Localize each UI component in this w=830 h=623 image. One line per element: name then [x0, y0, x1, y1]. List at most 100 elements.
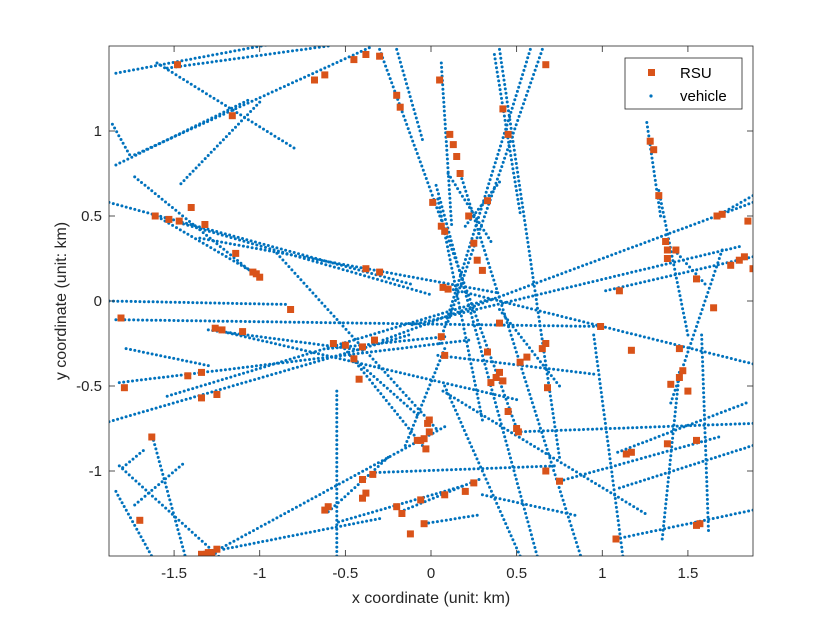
vehicle-point [542, 506, 546, 510]
vehicle-point [697, 221, 701, 224]
vehicle-point [275, 361, 279, 365]
vehicle-point [117, 464, 121, 468]
vehicle-point [676, 524, 680, 528]
vehicle-point [612, 483, 615, 487]
vehicle-point [376, 388, 380, 392]
vehicle-point [634, 333, 638, 337]
vehicle-point [694, 255, 698, 259]
vehicle-point [224, 543, 228, 547]
vehicle-point [497, 394, 501, 398]
vehicle-point [511, 325, 515, 329]
vehicle-point [162, 375, 165, 379]
vehicle-point [225, 234, 229, 238]
vehicle-point [707, 529, 710, 532]
rsu-point [239, 328, 247, 336]
vehicle-point [304, 349, 308, 353]
vehicle-point [572, 267, 576, 271]
vehicle-point [501, 69, 505, 73]
vehicle-point [523, 98, 527, 102]
vehicle-point [513, 180, 517, 184]
vehicle-point [292, 251, 296, 254]
vehicle-point [722, 453, 726, 457]
vehicle-point [716, 353, 720, 357]
vehicle-point [476, 207, 480, 211]
vehicle-point [492, 303, 496, 307]
vehicle-point [223, 58, 227, 62]
vehicle-point [499, 144, 502, 148]
vehicle-point [282, 535, 286, 539]
vehicle-point [686, 270, 690, 274]
vehicle-point [234, 319, 238, 323]
vehicle-point [401, 285, 405, 289]
vehicle-point [701, 360, 705, 364]
vehicle-point [517, 206, 521, 210]
vehicle-point [252, 541, 256, 545]
vehicle-point [696, 320, 700, 324]
vehicle-point [384, 280, 388, 284]
vehicle-point [346, 263, 350, 267]
vehicle-point [304, 531, 308, 535]
vehicle-point [739, 200, 743, 204]
vehicle-point [367, 275, 371, 279]
vehicle-point [129, 348, 132, 351]
vehicle-point [531, 276, 535, 279]
vehicle-point [159, 214, 163, 218]
vehicle-point [435, 429, 439, 433]
vehicle-point [458, 190, 462, 194]
vehicle-point [453, 517, 457, 521]
vehicle-point [400, 65, 404, 69]
vehicle-point [459, 467, 462, 471]
vehicle-point [347, 523, 351, 526]
x-tick-label: 0 [427, 565, 435, 582]
vehicle-point [486, 296, 490, 300]
vehicle-point [660, 339, 664, 343]
vehicle-point [368, 354, 372, 358]
vehicle-point [552, 420, 556, 424]
vehicle-point [459, 420, 463, 424]
vehicle-point [700, 279, 704, 283]
rsu-point [359, 476, 366, 483]
vehicle-point [299, 359, 303, 362]
vehicle-point [558, 490, 562, 494]
vehicle-point [558, 384, 561, 388]
vehicle-point [261, 320, 265, 324]
vehicle-point [516, 501, 520, 505]
vehicle-point [510, 397, 514, 401]
vehicle-point [326, 488, 330, 492]
vehicle-point [246, 333, 250, 337]
vehicle-point [395, 47, 399, 51]
vehicle-point [272, 250, 276, 254]
vehicle-point [530, 267, 534, 271]
vehicle-point [455, 294, 459, 298]
vehicle-point [660, 537, 664, 541]
vehicle-point [475, 307, 479, 311]
vehicle-point [676, 285, 680, 289]
vehicle-point [528, 346, 531, 350]
vehicle-point [486, 186, 489, 190]
vehicle-point [616, 450, 620, 454]
y-tick-label: -0.5 [76, 378, 102, 395]
vehicle-point [160, 468, 164, 472]
vehicle-point [426, 494, 430, 498]
vehicle-point [598, 382, 602, 386]
vehicle-point [335, 394, 339, 398]
vehicle-point [250, 120, 254, 124]
vehicle-point [616, 495, 620, 499]
vehicle-point [569, 524, 573, 528]
vehicle-point [699, 312, 703, 316]
vehicle-point [253, 302, 256, 306]
vehicle-point [134, 479, 138, 483]
vehicle-point [114, 489, 118, 493]
vehicle-point [188, 63, 192, 67]
vehicle-point [266, 244, 270, 247]
vehicle-point [513, 473, 517, 477]
vehicle-point [464, 403, 468, 407]
vehicle-point [441, 311, 445, 315]
y-axis: -1-0.500.51 [76, 123, 753, 480]
vehicle-point [220, 546, 224, 549]
vehicle-point [468, 307, 472, 311]
vehicle-point [451, 288, 455, 292]
rsu-point [198, 550, 205, 556]
vehicle-point [577, 428, 581, 432]
